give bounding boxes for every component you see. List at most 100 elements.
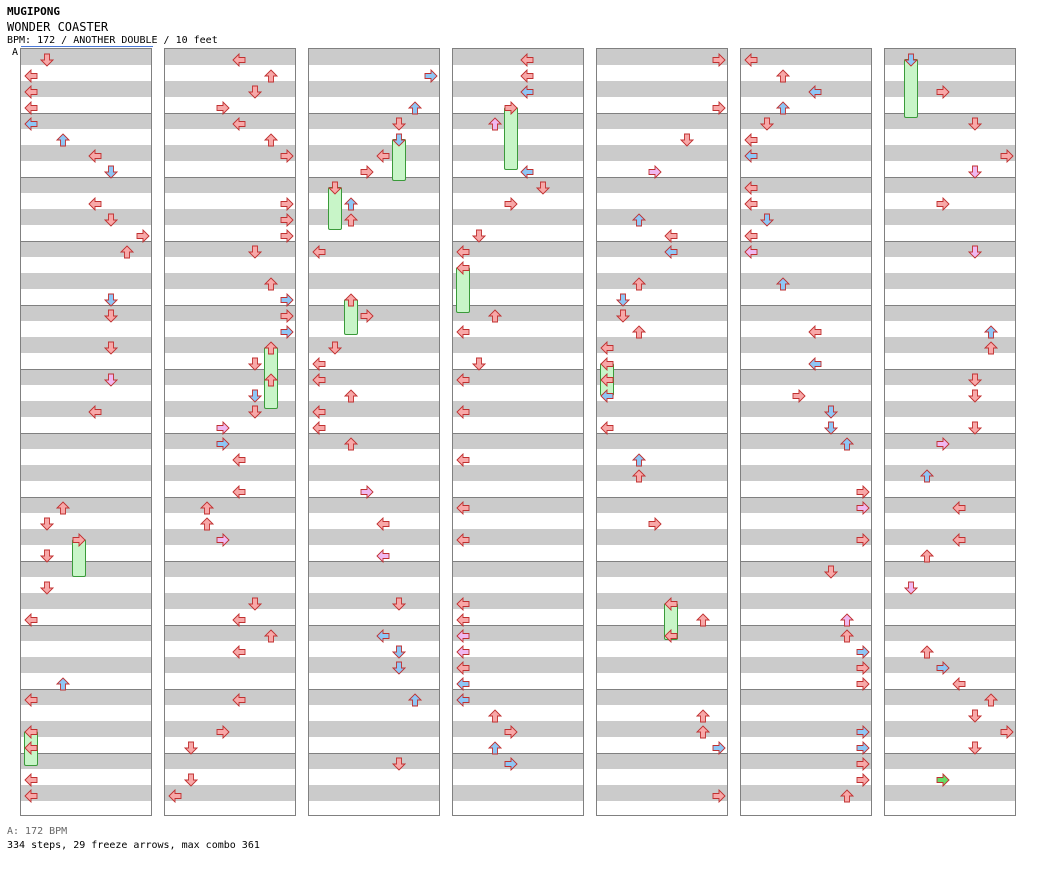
arrow-down-icon	[472, 357, 486, 371]
measure-line	[309, 113, 439, 114]
beat-band	[885, 497, 1015, 513]
arrow-up-icon	[920, 549, 934, 563]
arrow-left-icon	[600, 341, 614, 355]
arrow-right-icon	[856, 533, 870, 547]
beat-band	[885, 465, 1015, 481]
arrow-right-icon	[792, 389, 806, 403]
arrow-down-icon	[760, 213, 774, 227]
beat-band	[597, 273, 727, 289]
beat-band	[309, 689, 439, 705]
arrow-up-icon	[200, 517, 214, 531]
measure-line	[885, 497, 1015, 498]
arrow-up-icon	[408, 101, 422, 115]
arrow-right-icon	[424, 69, 438, 83]
arrow-right-icon	[504, 101, 518, 115]
measure-line	[885, 561, 1015, 562]
beat-band	[741, 465, 871, 481]
beat-band	[597, 369, 727, 385]
beat-band	[597, 305, 727, 321]
arrow-up-icon	[344, 213, 358, 227]
arrow-up-icon	[56, 133, 70, 147]
beat-band	[21, 113, 151, 129]
arrow-up-icon	[264, 629, 278, 643]
beat-band	[741, 753, 871, 769]
arrow-left-icon	[24, 741, 38, 755]
beat-band	[309, 113, 439, 129]
measure-line	[453, 433, 583, 434]
beat-band	[165, 625, 295, 641]
beat-band	[741, 145, 871, 161]
beat-band	[453, 721, 583, 737]
arrow-left-icon	[600, 373, 614, 387]
beat-band	[309, 593, 439, 609]
arrow-up-icon	[984, 693, 998, 707]
measure-line	[597, 433, 727, 434]
arrow-left-icon	[376, 149, 390, 163]
beat-band	[741, 689, 871, 705]
arrow-left-icon	[456, 661, 470, 675]
arrow-down-icon	[328, 341, 342, 355]
beat-band	[885, 305, 1015, 321]
beat-band	[597, 177, 727, 193]
beat-band	[885, 209, 1015, 225]
beat-band	[21, 241, 151, 257]
beat-band	[165, 753, 295, 769]
arrow-down-icon	[824, 565, 838, 579]
measure-line	[21, 625, 151, 626]
arrow-left-icon	[24, 117, 38, 131]
beat-band	[741, 561, 871, 577]
measure-line	[885, 689, 1015, 690]
arrow-up-icon	[776, 101, 790, 115]
arrow-right-icon	[360, 165, 374, 179]
arrow-left-icon	[808, 325, 822, 339]
beat-band	[741, 49, 871, 65]
arrow-up-icon	[632, 469, 646, 483]
beat-band	[21, 625, 151, 641]
beat-band	[21, 401, 151, 417]
beat-band	[597, 785, 727, 801]
beat-band	[741, 785, 871, 801]
arrow-left-icon	[232, 485, 246, 499]
beat-band	[21, 529, 151, 545]
measure-line	[453, 369, 583, 370]
arrow-right-icon	[280, 293, 294, 307]
arrow-up-icon	[264, 69, 278, 83]
measure-line	[309, 177, 439, 178]
measure-line	[885, 753, 1015, 754]
arrow-down-icon	[968, 741, 982, 755]
beat-band	[741, 529, 871, 545]
beat-band	[453, 209, 583, 225]
arrow-left-icon	[952, 533, 966, 547]
measure-line	[309, 689, 439, 690]
arrow-left-icon	[24, 69, 38, 83]
measure-line	[21, 433, 151, 434]
arrow-left-icon	[312, 373, 326, 387]
measure-line	[453, 241, 583, 242]
beat-band	[741, 433, 871, 449]
beat-band	[165, 209, 295, 225]
measure-line	[165, 497, 295, 498]
measure-line	[165, 369, 295, 370]
arrow-left-icon	[456, 373, 470, 387]
arrow-down-icon	[824, 421, 838, 435]
arrow-down-icon	[392, 133, 406, 147]
arrow-up-icon	[840, 789, 854, 803]
arrow-up-icon	[920, 645, 934, 659]
beat-band	[885, 369, 1015, 385]
arrow-left-icon	[952, 501, 966, 515]
arrow-down-icon	[40, 581, 54, 595]
arrow-down-icon	[104, 341, 118, 355]
beat-band	[165, 241, 295, 257]
measure-line	[597, 689, 727, 690]
arrow-down-icon	[40, 549, 54, 563]
arrow-down-icon	[328, 181, 342, 195]
beat-band	[453, 433, 583, 449]
measure-line	[453, 113, 583, 114]
arrow-down-icon	[184, 741, 198, 755]
beat-band	[165, 497, 295, 513]
arrow-down-icon	[616, 293, 630, 307]
arrow-left-icon	[232, 117, 246, 131]
arrow-left-icon	[88, 197, 102, 211]
measure-line	[597, 177, 727, 178]
arrow-down-icon	[616, 309, 630, 323]
